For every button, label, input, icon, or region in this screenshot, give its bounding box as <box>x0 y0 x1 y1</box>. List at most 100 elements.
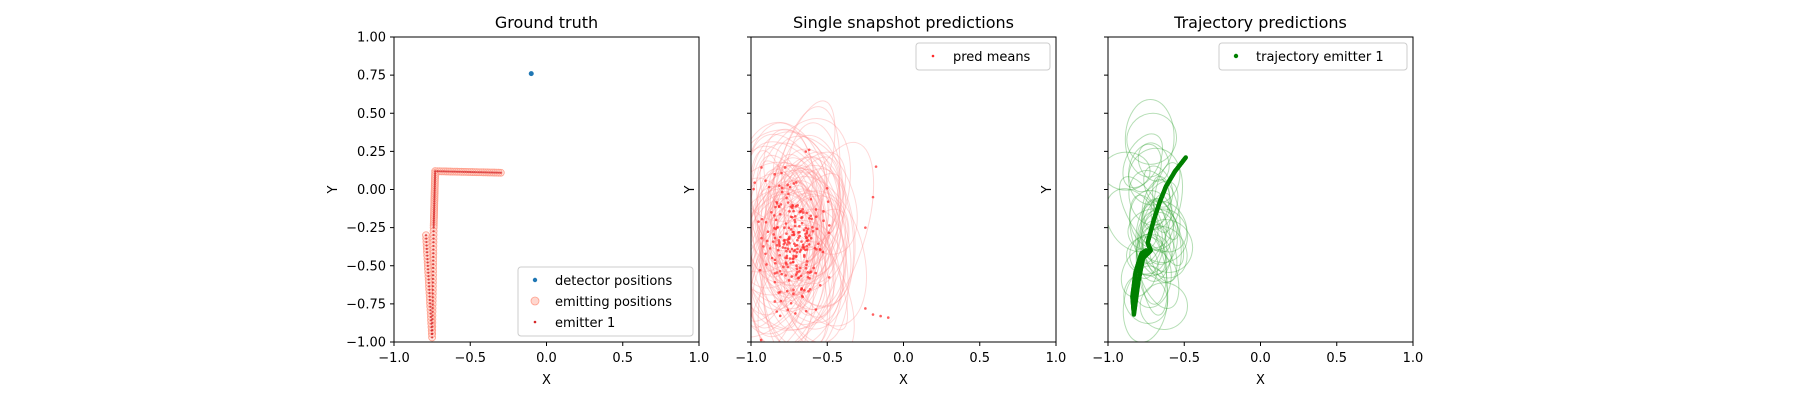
emitter-point <box>488 171 491 174</box>
chart-panel-2: Single snapshot predictions X Y −1.0 −0.5 0.0… <box>683 13 1066 388</box>
x-tick-label: 1.0 <box>1403 351 1424 366</box>
emitter-point <box>490 171 494 174</box>
x-tick-label: −0.5 <box>811 351 843 366</box>
pred-mean-point <box>809 214 813 218</box>
uncertainty-ellipse <box>751 121 830 273</box>
pred-mean-point <box>805 260 809 263</box>
emitter-point <box>462 170 465 173</box>
emitter-point <box>486 171 489 174</box>
pred-mean-point <box>794 181 798 184</box>
pred-mean-point <box>796 238 799 242</box>
pred-mean-point <box>798 210 802 214</box>
plot-area <box>1108 98 1194 342</box>
pred-mean-point <box>765 239 769 243</box>
pred-mean-point <box>805 211 809 215</box>
pred-mean-point <box>806 270 810 274</box>
pred-mean-point <box>808 271 812 274</box>
emitter-point <box>433 209 436 212</box>
pred-mean-point <box>793 224 797 228</box>
pred-mean-point <box>778 269 782 273</box>
legend-marker <box>532 277 538 283</box>
emitter-point <box>431 292 434 295</box>
pred-mean-point <box>796 276 800 280</box>
pred-mean-point <box>764 252 767 256</box>
pred-mean-point <box>807 148 811 152</box>
emitter-point <box>434 170 437 173</box>
emitter-point <box>433 173 437 177</box>
legend: pred means <box>915 42 1051 71</box>
legend: detector positions emitting positions emit… <box>517 266 694 337</box>
pred-mean-point <box>779 203 783 206</box>
emitter-point <box>449 170 452 173</box>
uncertainty-ellipse <box>773 176 868 327</box>
pred-mean-point <box>812 266 815 270</box>
pred-mean-point <box>788 185 792 189</box>
emitter-point <box>429 315 433 319</box>
pred-mean-point <box>787 192 790 196</box>
x-tick-label: 0.0 <box>1250 351 1271 366</box>
emitter-point <box>432 233 435 237</box>
emitter-point <box>431 303 434 306</box>
pred-mean-point <box>784 222 788 225</box>
pred-mean-point <box>776 248 780 252</box>
uncertainty-ellipse <box>761 187 815 342</box>
emitter-point <box>432 226 435 229</box>
pred-mean-point <box>793 248 797 252</box>
pred-mean-point <box>796 247 799 251</box>
emitter-point <box>433 190 436 193</box>
pred-mean-point <box>821 250 825 254</box>
pred-mean-point <box>786 240 790 244</box>
pred-mean-point <box>772 233 775 236</box>
pred-mean-point <box>794 205 798 208</box>
pred-mean-point <box>760 217 764 221</box>
x-tick-label: 0.0 <box>536 351 557 366</box>
pred-mean-point <box>798 269 801 273</box>
pred-mean-point <box>792 288 795 292</box>
pred-mean-point <box>773 280 777 284</box>
pred-mean-point <box>793 218 796 222</box>
emitter-point <box>431 296 434 299</box>
pred-mean-point <box>827 276 831 279</box>
pred-mean-point <box>774 218 778 222</box>
pred-mean-point <box>793 220 797 224</box>
pred-mean-point <box>794 273 798 277</box>
pred-mean-point <box>771 240 775 243</box>
chart-title: Trajectory predictions <box>1173 13 1347 32</box>
uncertainty-ellipse <box>775 203 831 342</box>
emitter-point <box>426 261 429 264</box>
trajectory-point <box>1143 248 1149 253</box>
pred-mean-point <box>773 272 777 275</box>
pred-mean-point <box>777 204 781 208</box>
pred-mean-point <box>804 309 808 313</box>
uncertainty-ellipse <box>756 168 809 286</box>
pred-mean-point <box>804 248 807 252</box>
uncertainty-ellipse <box>1128 143 1162 193</box>
uncertainty-ellipse <box>761 151 847 275</box>
pred-mean-point <box>874 165 878 168</box>
plot-area <box>751 100 890 342</box>
emitter-point <box>432 248 435 251</box>
legend: trajectory emitter 1 <box>1218 42 1408 71</box>
emitter-point <box>427 271 430 274</box>
emitter-point <box>433 185 436 188</box>
uncertainty-ellipse <box>1142 226 1188 279</box>
uncertainty-ellipse <box>1108 151 1151 191</box>
pred-mean-point <box>802 228 806 232</box>
uncertainty-ellipse <box>751 177 829 342</box>
pred-mean-point <box>800 294 804 298</box>
uncertainty-ellipse <box>1127 208 1179 252</box>
pred-mean-point <box>789 261 792 265</box>
emitter-point <box>431 270 435 273</box>
pred-mean-point <box>775 271 779 274</box>
pred-mean-point <box>792 209 795 213</box>
emitter-point <box>430 319 433 322</box>
uncertainty-ellipse <box>1129 189 1175 249</box>
legend-label: emitter 1 <box>555 316 615 331</box>
uncertainty-ellipse <box>1124 98 1175 178</box>
emitter-point <box>427 281 430 285</box>
pred-mean-point <box>879 314 882 318</box>
emitter-point <box>429 305 432 308</box>
pred-mean-point <box>766 230 770 234</box>
emitter-point <box>432 237 435 240</box>
